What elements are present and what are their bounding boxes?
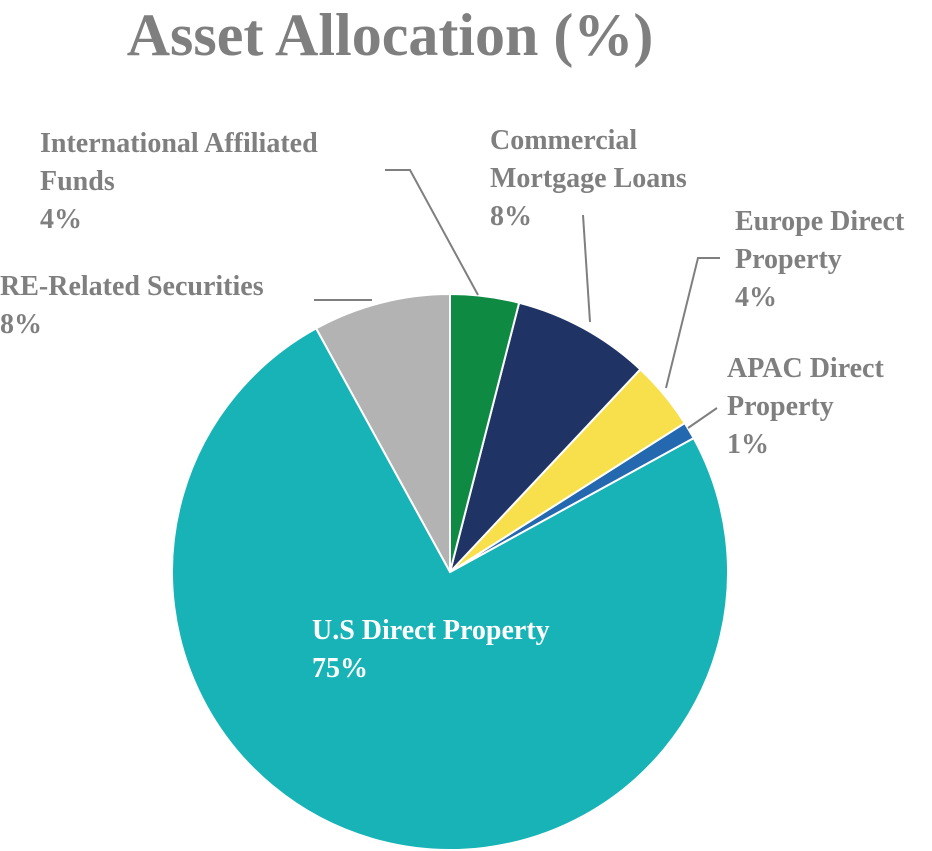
pie-slice [449, 301, 642, 573]
value-label: 8% [0, 309, 42, 340]
category-label: Europe Direct Property [735, 206, 905, 275]
slice-label: Europe Direct Property 4% [735, 203, 932, 317]
pie-slice [314, 292, 451, 573]
value-label: 4% [735, 282, 777, 313]
slice-label: Commercial Mortgage Loans 8% [490, 122, 740, 236]
category-label: RE-Related Securities [0, 271, 264, 302]
value-label: 4% [40, 204, 82, 235]
leader-line [665, 257, 720, 389]
value-label: 75% [312, 653, 368, 684]
value-label: 8% [490, 201, 532, 232]
leader-line [582, 214, 591, 323]
value-label: 1% [727, 429, 769, 460]
slice-label: RE-Related Securities 8% [0, 268, 320, 344]
pie-slice [449, 292, 521, 573]
leader-line [687, 407, 718, 429]
category-label: Commercial Mortgage Loans [490, 125, 687, 194]
leader-line [385, 169, 479, 296]
chart-title: Asset Allocation (%) [126, 2, 654, 68]
pie-slice [171, 327, 729, 851]
slice-label: APAC Direct Property 1% [727, 350, 927, 464]
slice-label: International Affiliated Funds 4% [40, 125, 380, 239]
category-label: U.S Direct Property [312, 615, 550, 646]
category-label: APAC Direct Property [727, 353, 884, 422]
category-label: International Affiliated Funds [40, 128, 318, 197]
slice-label: U.S Direct Property 75% [312, 612, 632, 688]
